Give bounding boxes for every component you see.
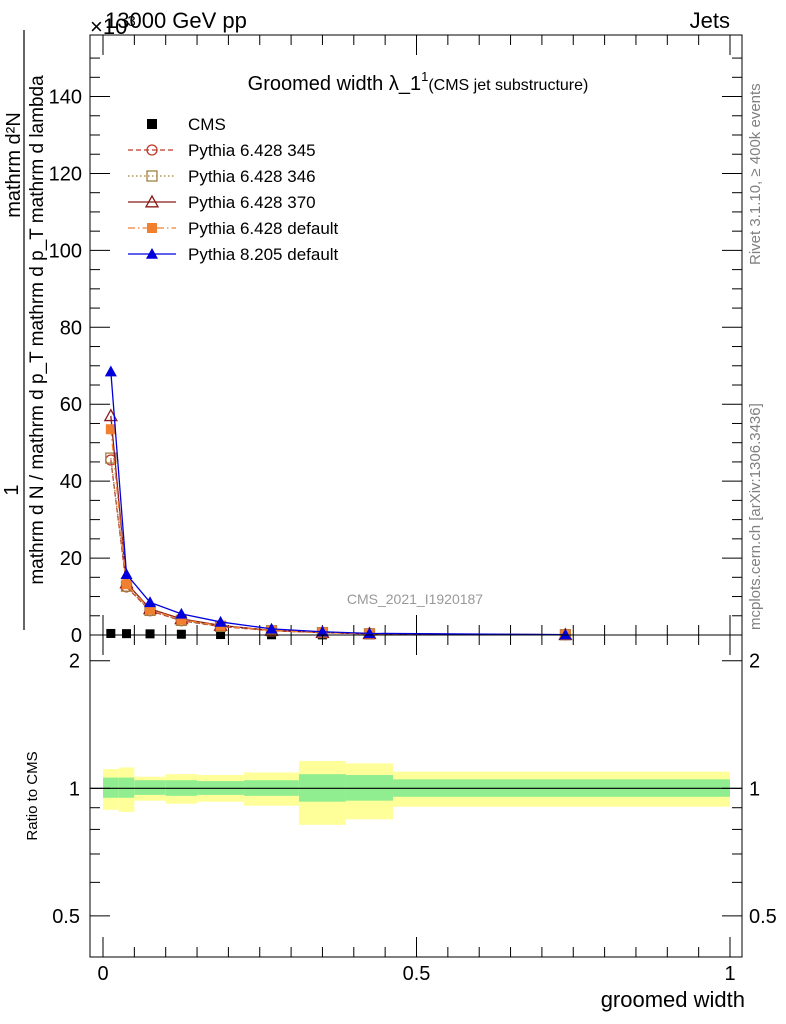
ratio-x-ticks: 0 0.5 1 [97, 635, 736, 985]
ratio-panel: 0.5 0.51 12 2 0 0.5 1 Ratio to CMS groomed wi… [24, 634, 777, 1012]
x-tick-label: 0 [97, 963, 108, 985]
data-point [265, 622, 278, 634]
rivet-label: Rivet 3.1.10, ≥ 400k events [747, 83, 764, 265]
category-label: Jets [690, 8, 730, 33]
data-point [316, 625, 329, 637]
data-point [104, 365, 117, 377]
legend-item: Pythia 6.428 345 [128, 141, 316, 160]
main-panel: 0 20 40 60 80 100 120 140 CMS_2021_I1920187 Gro… [49, 34, 743, 647]
legend-item: Pythia 6.428 370 [128, 193, 316, 212]
data-point [144, 596, 157, 608]
x-axis-label: groomed width [601, 987, 745, 1012]
main-y-tick-label: 40 [60, 471, 82, 493]
data-point [146, 144, 158, 156]
data-point [146, 170, 158, 182]
legend-item: Pythia 8.205 default [128, 245, 339, 264]
ratio-bands [103, 761, 730, 825]
legend-item: Pythia 6.428 346 [128, 167, 316, 186]
main-y-tick-label: 60 [60, 394, 82, 416]
data-point [122, 629, 132, 639]
series-line [110, 415, 566, 636]
chart-title: Groomed width λ_11(CMS jet substructure) [248, 69, 589, 95]
legend-item: Pythia 6.428 default [128, 219, 339, 238]
legend-label: Pythia 6.428 default [188, 219, 339, 238]
ratio-y-tick-label: 2 [69, 651, 80, 673]
main-series [103, 365, 573, 641]
ratio-y-tick-label: 1 [69, 778, 80, 800]
ratio-y-ticks: 0.5 0.5 1 1 2 2 [52, 651, 777, 958]
data-point [144, 194, 160, 208]
data-point [120, 568, 133, 580]
legend-label: Pythia 8.205 default [188, 245, 339, 264]
y-label-prefix: 1 [1, 484, 23, 495]
data-point [146, 248, 158, 259]
mcplots-label: mcplots.cern.ch [arXiv:1306.3436] [747, 403, 764, 630]
data-point [145, 604, 156, 615]
x-tick-label: 1 [724, 963, 735, 985]
main-y-tick-label: 100 [49, 240, 82, 262]
legend-label: Pythia 6.428 345 [188, 141, 316, 160]
main-y-tick-label: 120 [49, 163, 82, 185]
main-y-tick-label: 20 [60, 548, 82, 570]
ratio-y-tick-label-right: 1 [749, 778, 760, 800]
y-label-numerator: mathrm d²N [3, 112, 25, 218]
data-point [147, 119, 157, 129]
series-line [110, 429, 566, 636]
main-y-tick-label: 80 [60, 317, 82, 339]
legend: CMS Pythia 6.428 345 Pythia 6.428 346 Pythi… [128, 115, 339, 264]
ratio-inner-band [118, 777, 135, 798]
main-y-ticks: 0 20 40 60 80 100 120 140 [49, 57, 742, 647]
main-y-tick-label: 0 [71, 625, 82, 647]
series-3 [103, 408, 573, 641]
data-point [105, 424, 116, 435]
legend-label: Pythia 6.428 346 [188, 167, 316, 186]
data-point [175, 607, 188, 619]
legend-label: Pythia 6.428 370 [188, 193, 316, 212]
series-line [110, 371, 566, 636]
ratio-y-tick-label-right: 2 [749, 651, 760, 673]
energy-label: 13000 GeV pp [105, 8, 247, 33]
main-x-ticks [102, 35, 731, 635]
ratio-y-label: Ratio to CMS [24, 751, 41, 840]
data-point [176, 629, 186, 639]
data-point [176, 614, 187, 625]
ratio-y-tick-label: 0.5 [52, 906, 80, 928]
ratio-y-tick-label-right: 0.5 [749, 906, 777, 928]
data-point [559, 628, 572, 640]
watermark: CMS_2021_I1920187 [347, 591, 483, 607]
data-point [105, 452, 117, 464]
data-point [106, 628, 116, 638]
series-line [110, 459, 566, 636]
y-label-denominator: mathrm d N / mathrm d p_T mathrm d p_T m… [27, 75, 48, 585]
legend-item: CMS [147, 115, 226, 134]
data-point [147, 223, 157, 233]
ratio-inner-band [103, 777, 119, 798]
main-y-tick-label: 140 [49, 87, 82, 109]
legend-label: CMS [188, 115, 226, 134]
main-y-label: 1 mathrm d²N mathrm d N / mathrm d p_T m… [1, 30, 48, 630]
series-4 [105, 424, 571, 640]
series-line [110, 457, 566, 636]
data-point [214, 615, 227, 627]
series-5 [104, 365, 572, 640]
x-tick-label: 0.5 [403, 963, 431, 985]
data-point [121, 579, 132, 590]
ratio-inner-band [134, 780, 166, 795]
data-point [145, 629, 155, 639]
